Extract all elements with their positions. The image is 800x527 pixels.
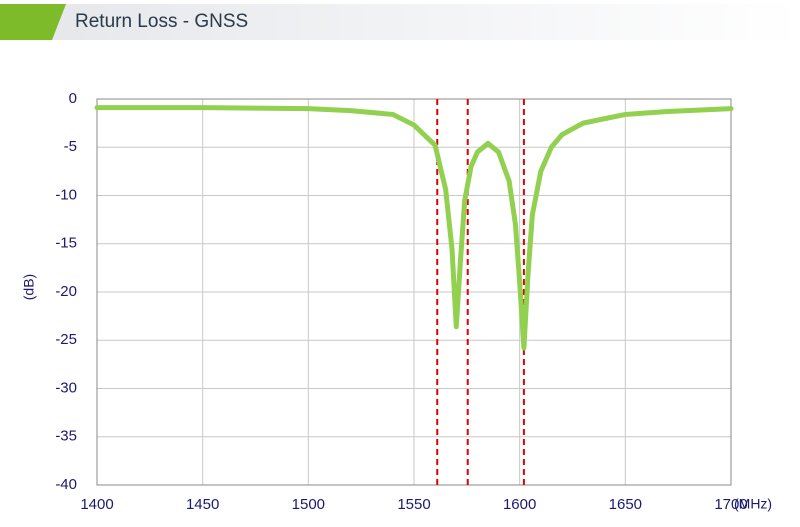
x-tick-label: 1550 xyxy=(397,496,430,513)
plot-frame xyxy=(96,98,732,486)
x-tick-label: 1600 xyxy=(503,496,536,513)
y-tick-label: -35 xyxy=(55,428,77,445)
y-tick-label: -10 xyxy=(55,186,77,203)
chart-title: Return Loss - GNSS xyxy=(75,11,248,32)
x-tick-label: 1400 xyxy=(80,496,113,513)
y-tick-label: -20 xyxy=(55,283,77,300)
x-tick-label: 1650 xyxy=(609,496,642,513)
header-accent xyxy=(0,4,66,40)
data-line xyxy=(94,105,734,351)
y-tick-label: -30 xyxy=(55,379,77,396)
y-axis-label: (dB) xyxy=(21,274,37,300)
y-tick-label: -5 xyxy=(64,138,77,155)
y-tick-label: 0 xyxy=(69,90,77,107)
header-band xyxy=(0,4,800,40)
x-axis-label: (MHz) xyxy=(734,496,772,512)
x-tick-label: 1450 xyxy=(186,496,219,513)
x-tick-label: 1700 xyxy=(714,496,747,513)
x-tick-label: 1500 xyxy=(292,496,325,513)
y-tick-label: -25 xyxy=(55,331,77,348)
y-tick-label: -15 xyxy=(55,235,77,252)
y-tick-label: -40 xyxy=(55,476,77,493)
